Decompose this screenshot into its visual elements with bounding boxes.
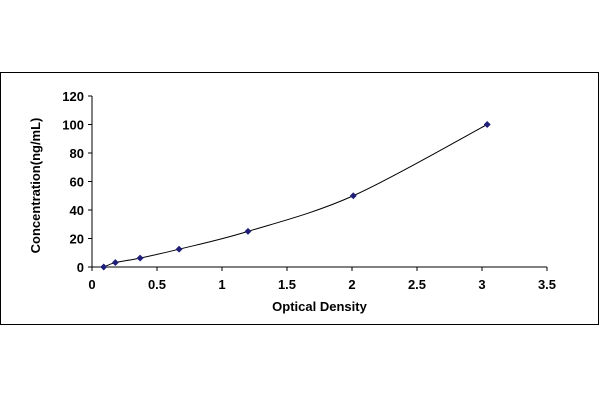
data-points [100,120,491,271]
x-axis-label: Optical Density [272,299,367,314]
data-point [175,245,183,253]
chart-border [0,72,599,325]
x-tick-label: 1.5 [278,277,296,292]
data-point [244,227,252,235]
data-point [100,263,108,271]
x-axis-ticks: 0 0.5 1 1.5 2 2.5 3 3.5 [88,267,556,292]
data-point [483,120,491,129]
y-tick-label: 100 [62,118,84,133]
y-tick-label: 60 [70,175,84,190]
y-tick-label: 120 [62,89,84,104]
y-tick-label: 40 [70,203,84,218]
plot-area: 0 0.5 1 1.5 2 2.5 3 3.5 0 20 40 60 80 100 120 [62,89,556,292]
y-axis-ticks: 0 20 40 60 80 100 120 [62,89,92,275]
data-point [136,254,144,262]
x-tick-label: 0 [88,277,95,292]
y-axis-label: Concentration(ng/mL) [28,118,43,254]
y-tick-label: 0 [77,260,84,275]
y-tick-label: 20 [70,232,84,247]
data-point [349,192,357,200]
x-tick-label: 0.5 [148,277,166,292]
x-tick-label: 2.5 [408,277,426,292]
x-tick-label: 3 [478,277,485,292]
y-tick-label: 80 [70,146,84,161]
data-point [111,259,119,267]
x-tick-label: 2 [348,277,355,292]
x-tick-label: 1 [218,277,225,292]
x-tick-label: 3.5 [538,277,556,292]
